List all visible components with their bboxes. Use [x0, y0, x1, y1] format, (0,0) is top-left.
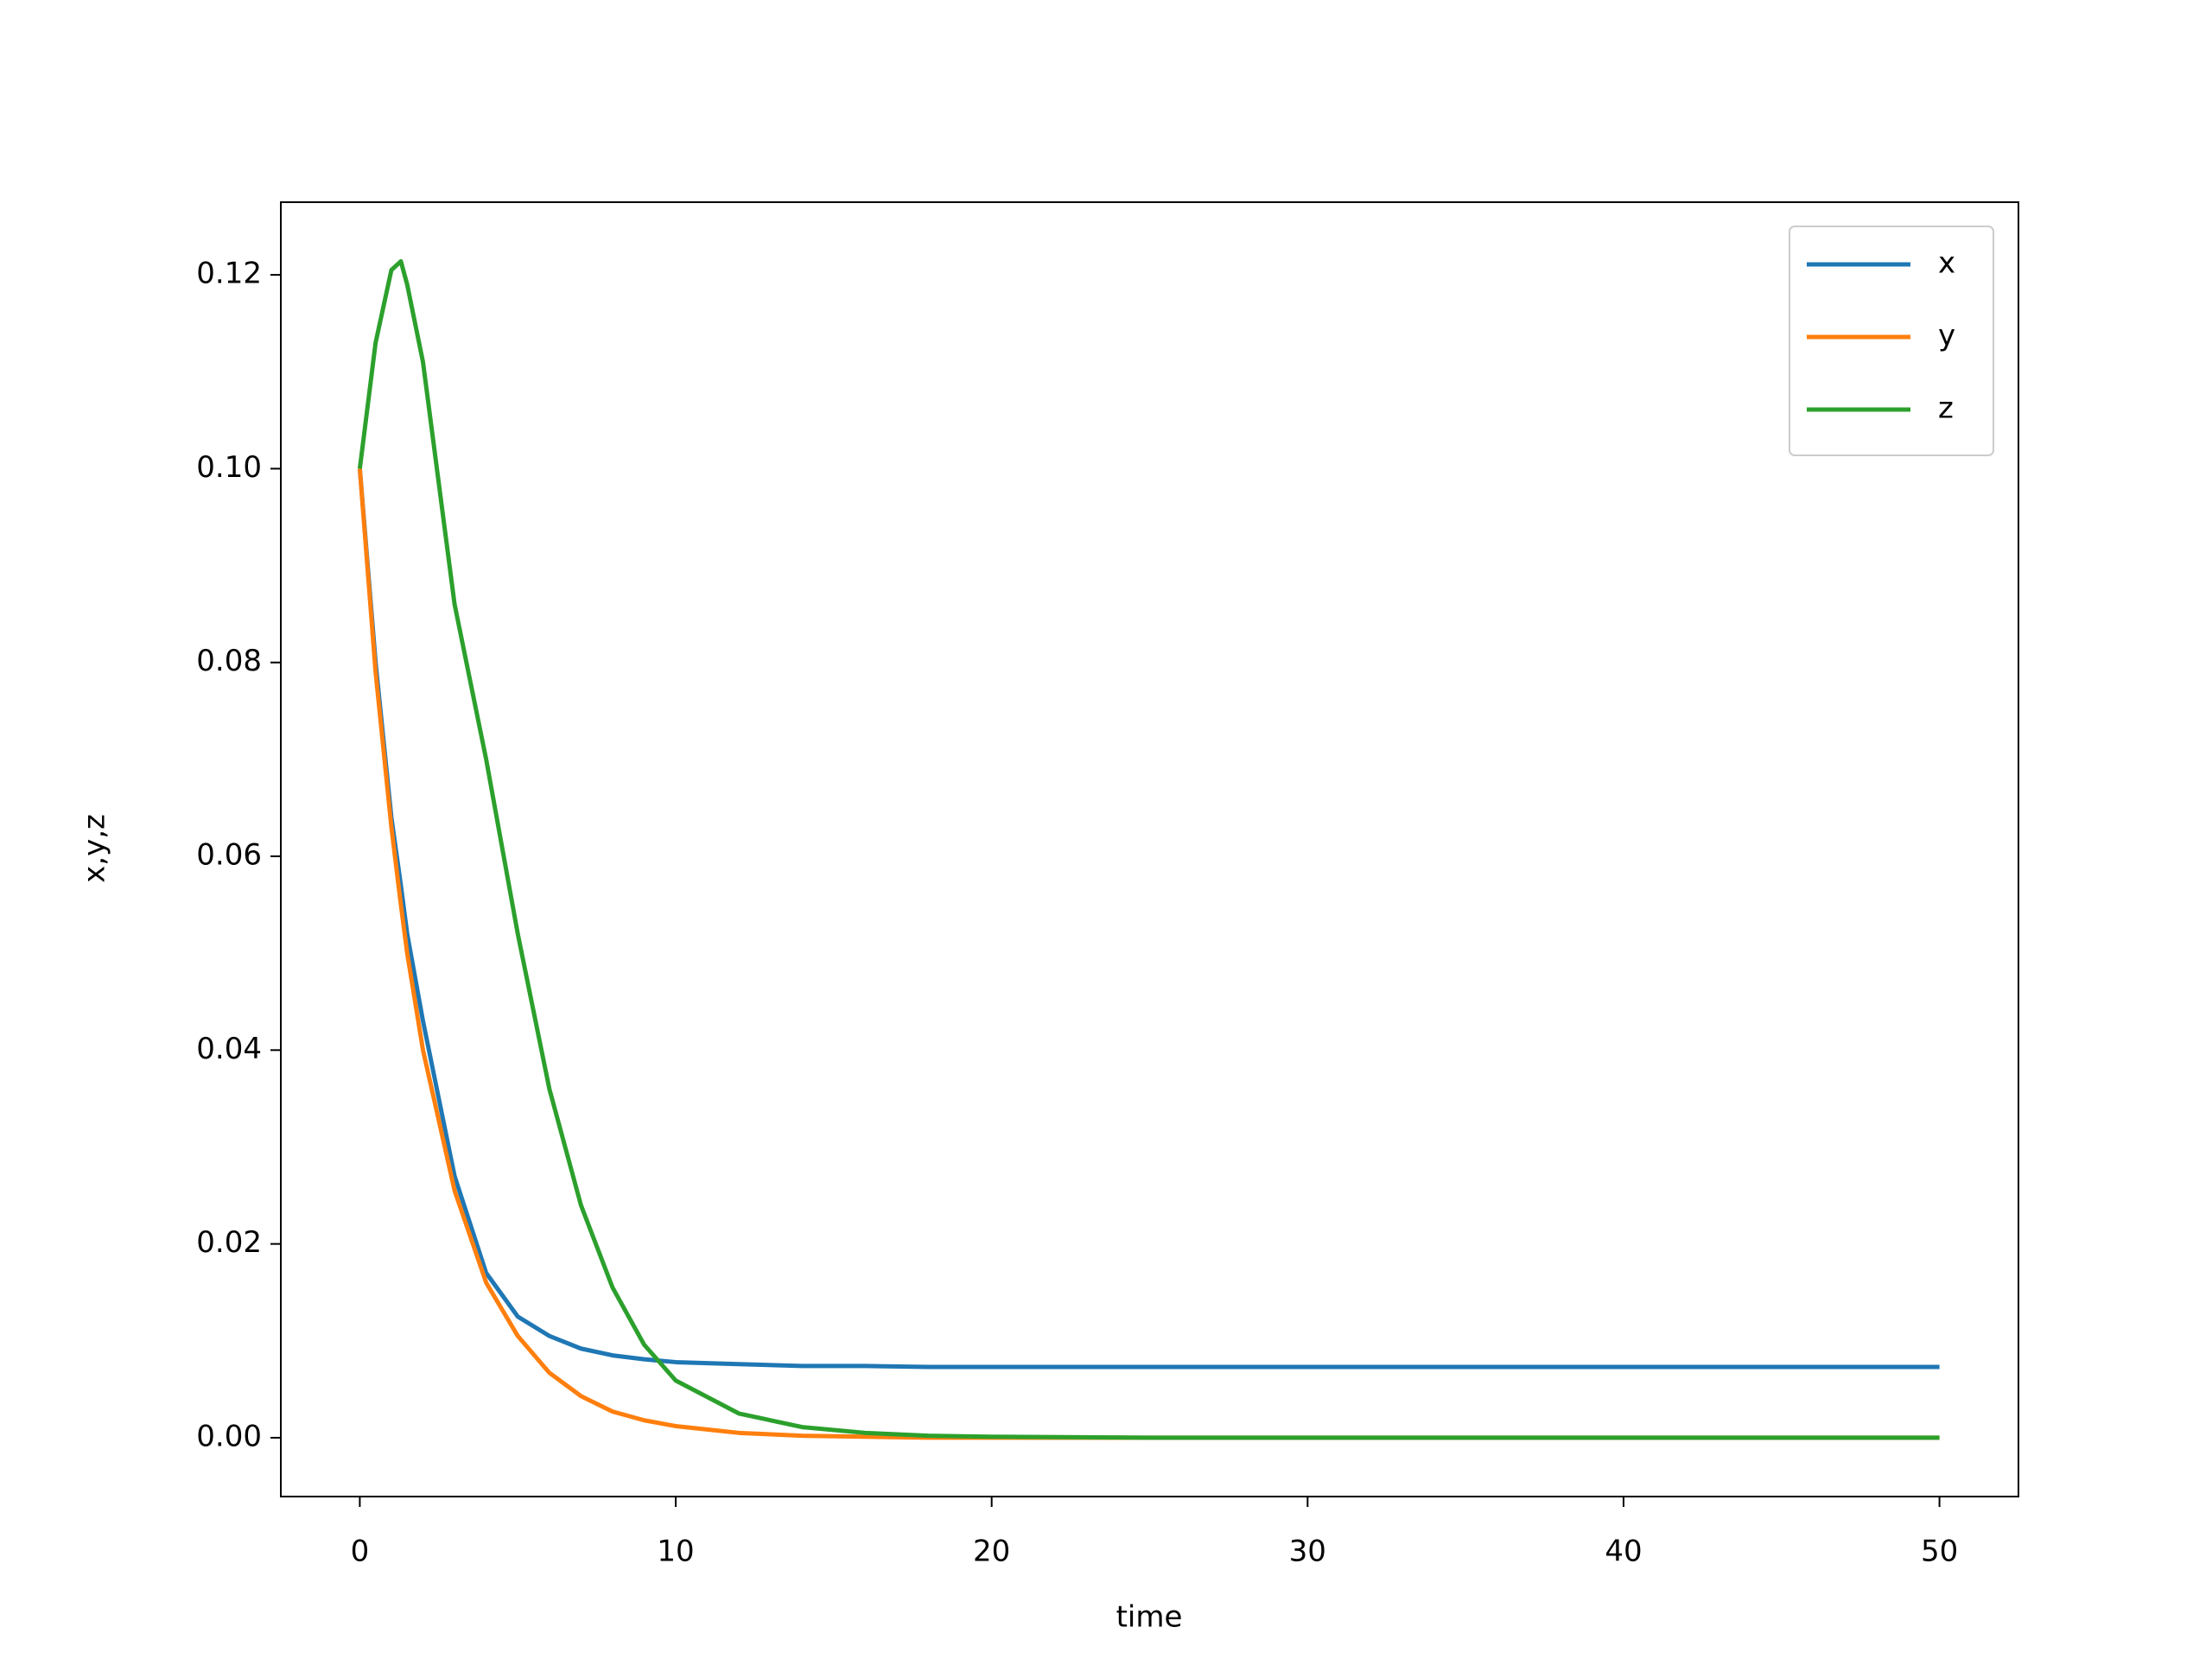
x-tick-label: 0	[351, 1535, 370, 1569]
x-tick-label: 40	[1605, 1535, 1642, 1569]
y-tick-label: 0.00	[196, 1419, 262, 1453]
y-tick-label: 0.10	[196, 450, 262, 485]
data-line	[357, 468, 1940, 1370]
x-axis-label: time	[1116, 1600, 1183, 1635]
x-tick-label: 30	[1289, 1535, 1326, 1569]
data-line	[357, 258, 1940, 1440]
legend-box	[1789, 226, 1994, 456]
legend-label: x	[1938, 246, 1955, 281]
y-tick-label: 0.06	[196, 838, 262, 873]
x-tick-label: 10	[657, 1535, 694, 1569]
legend-label: y	[1938, 319, 1955, 353]
plot-frame	[280, 201, 2019, 1497]
legend-label: z	[1938, 391, 1954, 426]
y-tick-label: 0.12	[196, 257, 262, 291]
x-tick-label: 20	[973, 1535, 1010, 1569]
y-tick-label: 0.04	[196, 1032, 262, 1066]
y-tick-label: 0.08	[196, 644, 262, 678]
y-tick-label: 0.02	[196, 1225, 262, 1260]
x-tick-label: 50	[1921, 1535, 1958, 1569]
y-axis-label: x,y,z	[78, 814, 112, 883]
